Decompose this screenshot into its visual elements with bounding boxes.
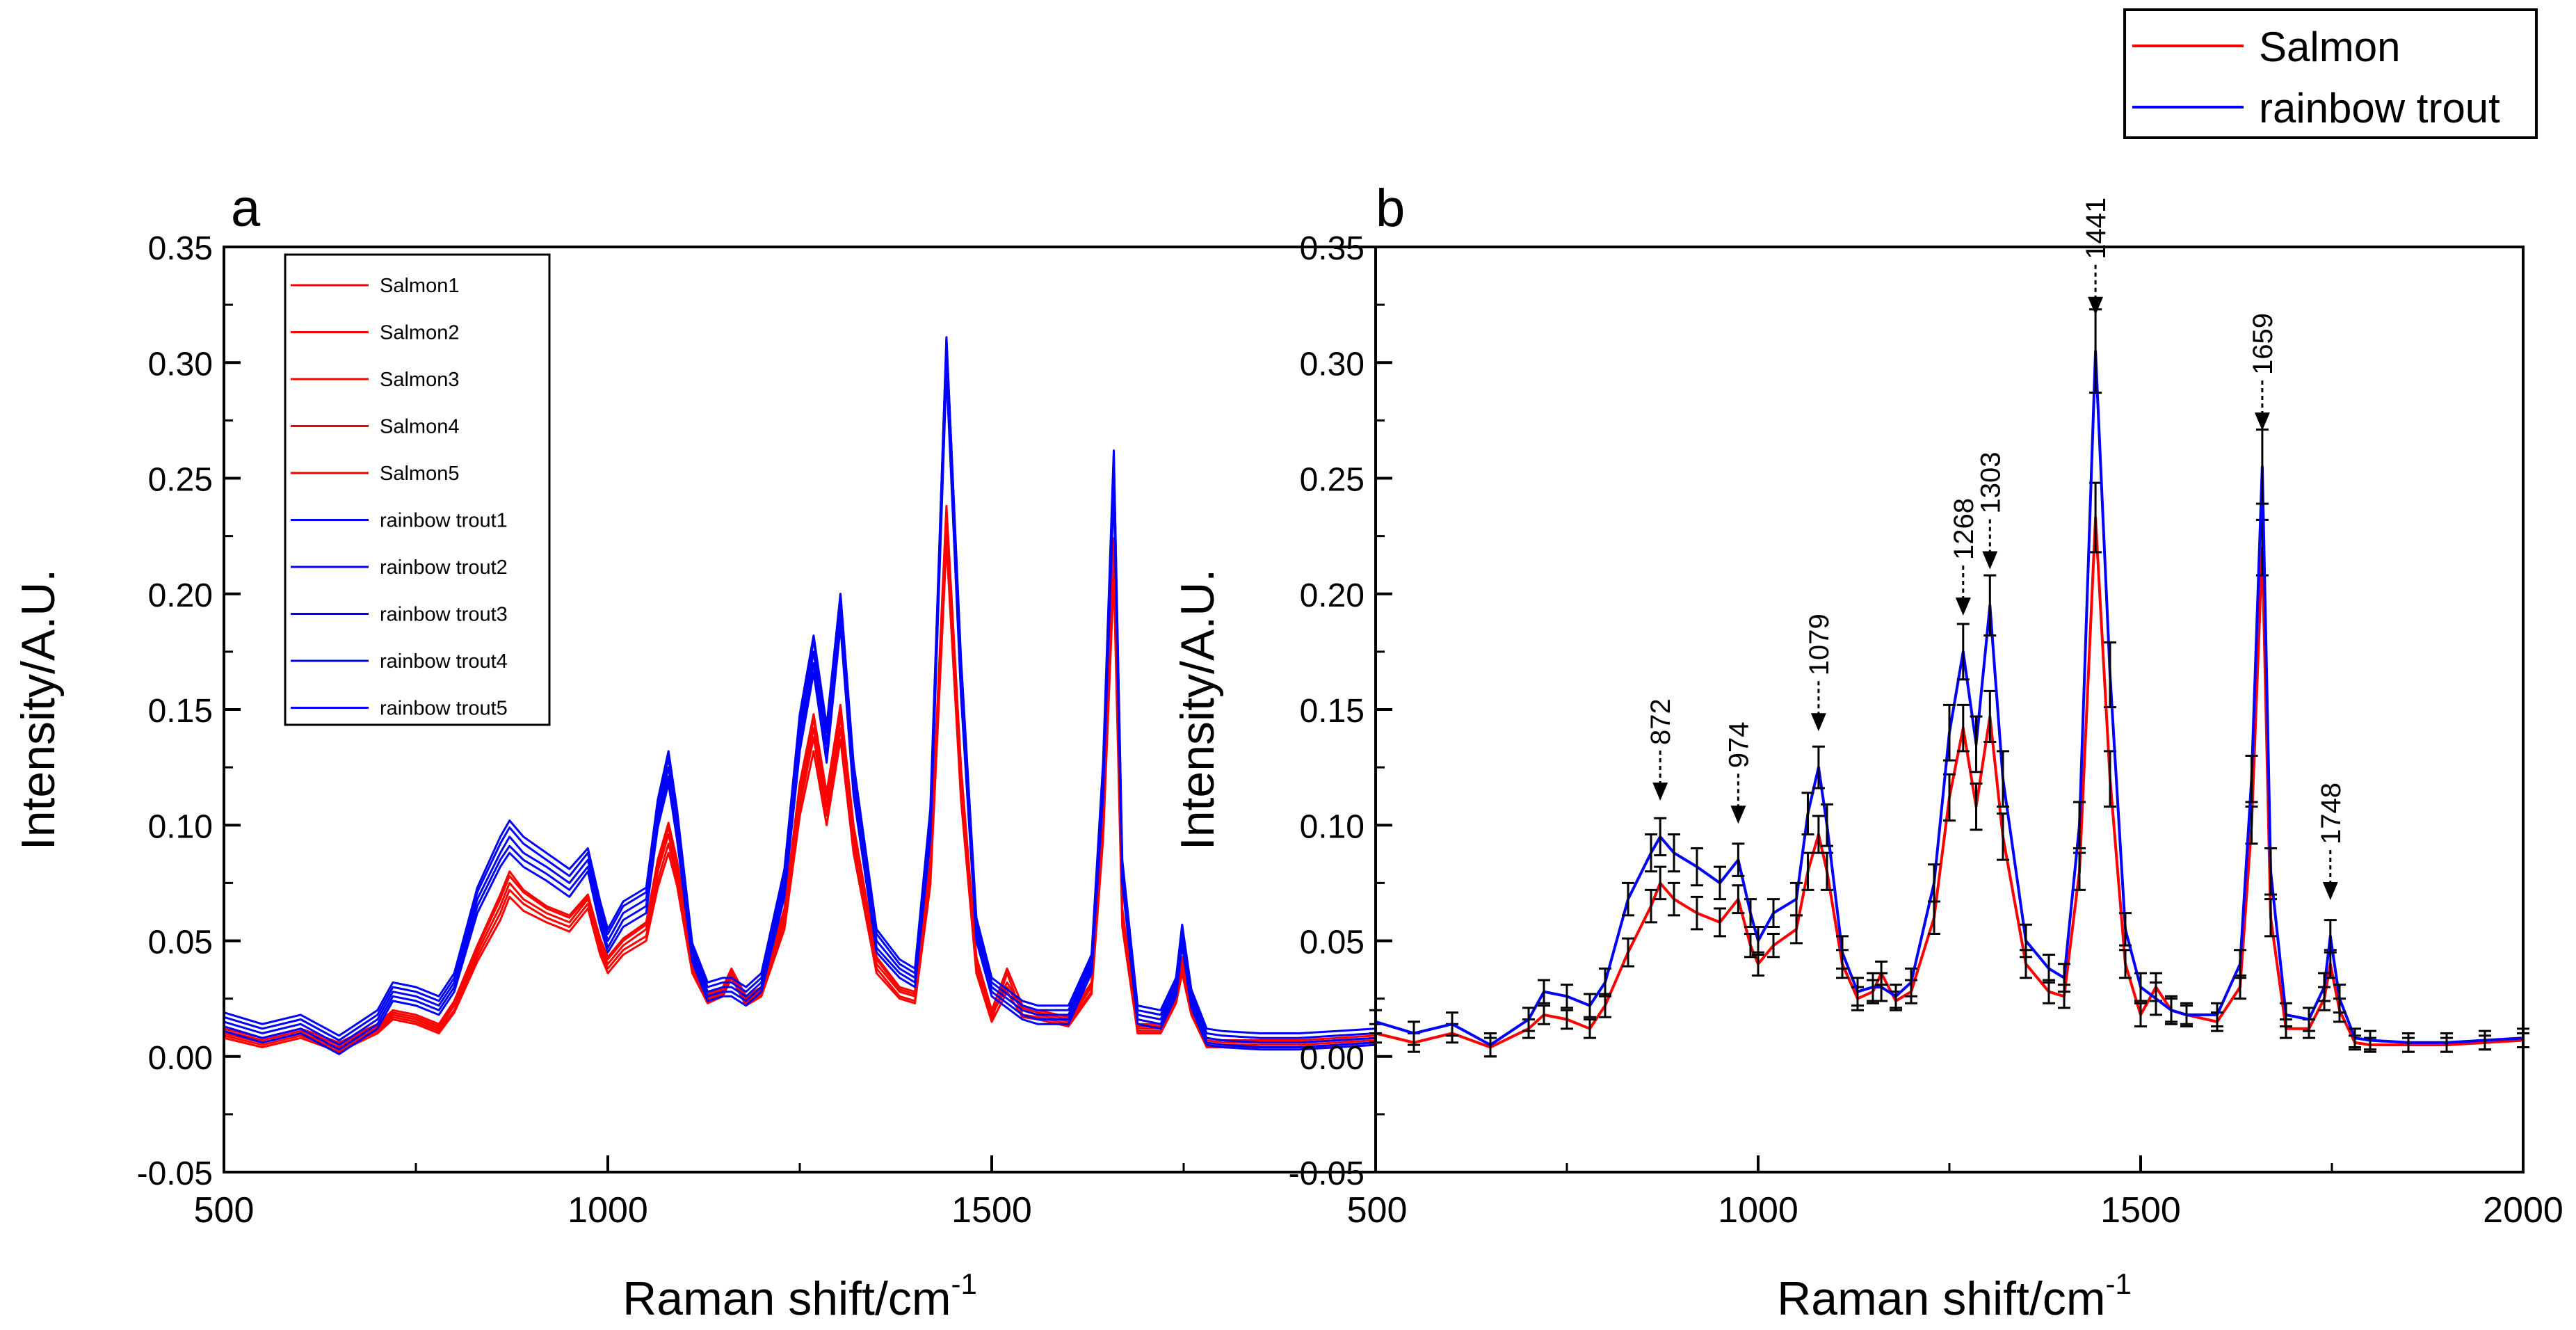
panel-b-x-axis-label: Raman shift/cm-1 <box>1777 1267 2132 1325</box>
panel-b-peak-label: 1268 <box>1949 498 1979 560</box>
panel-b-peak-arrow <box>1730 806 1746 824</box>
panel-a-plot-area <box>223 336 1376 1055</box>
panel-b-peak-label: 1303 <box>1975 451 2006 513</box>
panel-a-y-tick-label: 0.00 <box>148 1040 213 1077</box>
panel-a-x-tick-label: 1500 <box>951 1190 1032 1231</box>
panel-b-peak-arrow <box>2254 412 2270 431</box>
panel-b-label: b <box>1376 179 1405 238</box>
panel-b-peak-label: 1441 <box>2081 198 2111 259</box>
panel-a-legend-entry: Salmon5 <box>380 463 459 485</box>
panel-a-legend-entry: Salmon1 <box>380 275 459 297</box>
panel-a-y-tick-label: 0.35 <box>148 230 213 267</box>
panel-b-legend-entry: Salmon <box>2259 24 2400 70</box>
panel-b-y-tick-label: -0.05 <box>1289 1155 1365 1192</box>
panel-a-x-tick-label: 500 <box>194 1190 255 1231</box>
panel-b-legend-entry: rainbow trout <box>2259 85 2500 131</box>
panel-b-plot-area <box>1369 308 2529 1058</box>
panel-a-legend-entry: rainbow trout1 <box>380 510 508 532</box>
panel-b-peak-arrow <box>1955 597 1971 616</box>
panel-a-x-axis-label: Raman shift/cm-1 <box>622 1267 977 1325</box>
panel-b-peak-arrow <box>2088 296 2104 315</box>
panel-b-x-axis-label-main: Raman shift/cm <box>1777 1272 2105 1325</box>
panel-a-x-axis-label-sup: -1 <box>951 1267 977 1300</box>
panel-a-y-tick-label: -0.05 <box>137 1155 213 1192</box>
panel-b-peak-arrow <box>1652 782 1668 801</box>
panel-b-series-line <box>1375 349 2524 1047</box>
panel-b-x-tick-label: 500 <box>1347 1190 1408 1231</box>
panel-b-peak-arrow <box>1810 713 1826 732</box>
panel-a-axes: -0.05 0.00 0.05 0.10 0.15 0.20 0.25 0.30 0.35 500… <box>137 230 1185 1231</box>
panel-b-y-tick-label: 0.00 <box>1300 1040 1365 1077</box>
panel-a-label: a <box>231 179 261 238</box>
panel-b-y-tick-label: 0.15 <box>1300 693 1365 730</box>
panel-b-y-tick-label: 0.30 <box>1300 346 1365 383</box>
panel-a-y-tick-label: 0.30 <box>148 346 213 383</box>
panel-a-y-axis-label: Intensity/A.U. <box>12 569 65 850</box>
panel-a-legend: Salmon1 Salmon2 Salmon3 Salmon4 Salmon5 rainb… <box>284 253 551 726</box>
panel-a-y-tick-label: 0.05 <box>148 924 213 961</box>
panel-b-y-axis-label: Intensity/A.U. <box>1171 569 1224 850</box>
panel-b-legend-box <box>2123 8 2538 139</box>
panel-a-y-tick-label: 0.20 <box>148 577 213 614</box>
panel-b-y-tick-label: 0.05 <box>1300 924 1365 961</box>
panel-b-x-axis-label-sup: -1 <box>2106 1267 2132 1300</box>
panel-b-x-tick-label: 1000 <box>1718 1190 1798 1231</box>
panel-b-peak-label: 974 <box>1723 721 1754 768</box>
panel-a-series-line <box>223 338 1376 1037</box>
panel-b-y-tick-label: 0.25 <box>1300 462 1365 499</box>
panel-b-peak-label: 1659 <box>2248 313 2278 375</box>
panel-a-series-line <box>223 371 1376 1055</box>
panel-b-y-tick-label: 0.20 <box>1300 577 1365 614</box>
panel-b-peak-arrow <box>2322 881 2338 900</box>
panel-a-y-tick-label: 0.10 <box>148 808 213 845</box>
panel-b-x-tick-label: 1500 <box>2100 1190 2181 1231</box>
panel-a-y-tick-label: 0.25 <box>148 462 213 499</box>
panel-a-x-tick-label: 1000 <box>567 1190 648 1231</box>
panel-b-y-tick-label: 0.10 <box>1300 808 1365 845</box>
panel-a-legend-entry: Salmon3 <box>380 369 459 391</box>
panel-a: -0.05 0.00 0.05 0.10 0.15 0.20 0.25 0.30 0.35 500… <box>12 179 1377 1325</box>
panel-a-series-line <box>223 542 1376 1053</box>
panel-b: -0.05 0.00 0.05 0.10 0.15 0.20 0.25 0.30 0.35 500… <box>1171 8 2563 1325</box>
panel-b-peak-label: 1748 <box>2316 783 2346 844</box>
panel-b-series-line <box>1375 516 2524 1049</box>
panel-a-legend-entry: Salmon4 <box>380 416 459 438</box>
panel-b-x-tick-label: 2000 <box>2483 1190 2563 1231</box>
panel-b-axes: -0.05 0.00 0.05 0.10 0.15 0.20 0.25 0.30 0.35 500… <box>1289 230 2563 1231</box>
panel-a-y-tick-label: 0.15 <box>148 693 213 730</box>
panel-a-legend-entry: Salmon2 <box>380 322 459 344</box>
panel-b-peak-label: 1079 <box>1804 614 1835 675</box>
panel-a-legend-entry: rainbow trout3 <box>380 604 508 626</box>
panel-a-legend-entry: rainbow trout2 <box>380 556 508 579</box>
panel-b-legend: Salmon rainbow trout <box>2123 8 2538 139</box>
panel-a-x-axis-label-main: Raman shift/cm <box>622 1272 951 1325</box>
panel-b-y-tick-label: 0.35 <box>1300 230 1365 267</box>
panel-b-peak-label: 872 <box>1645 698 1676 745</box>
panel-a-legend-entry: rainbow trout5 <box>380 698 508 720</box>
panel-b-peak-arrow <box>1982 551 1998 570</box>
panel-a-legend-entry: rainbow trout4 <box>380 650 508 673</box>
